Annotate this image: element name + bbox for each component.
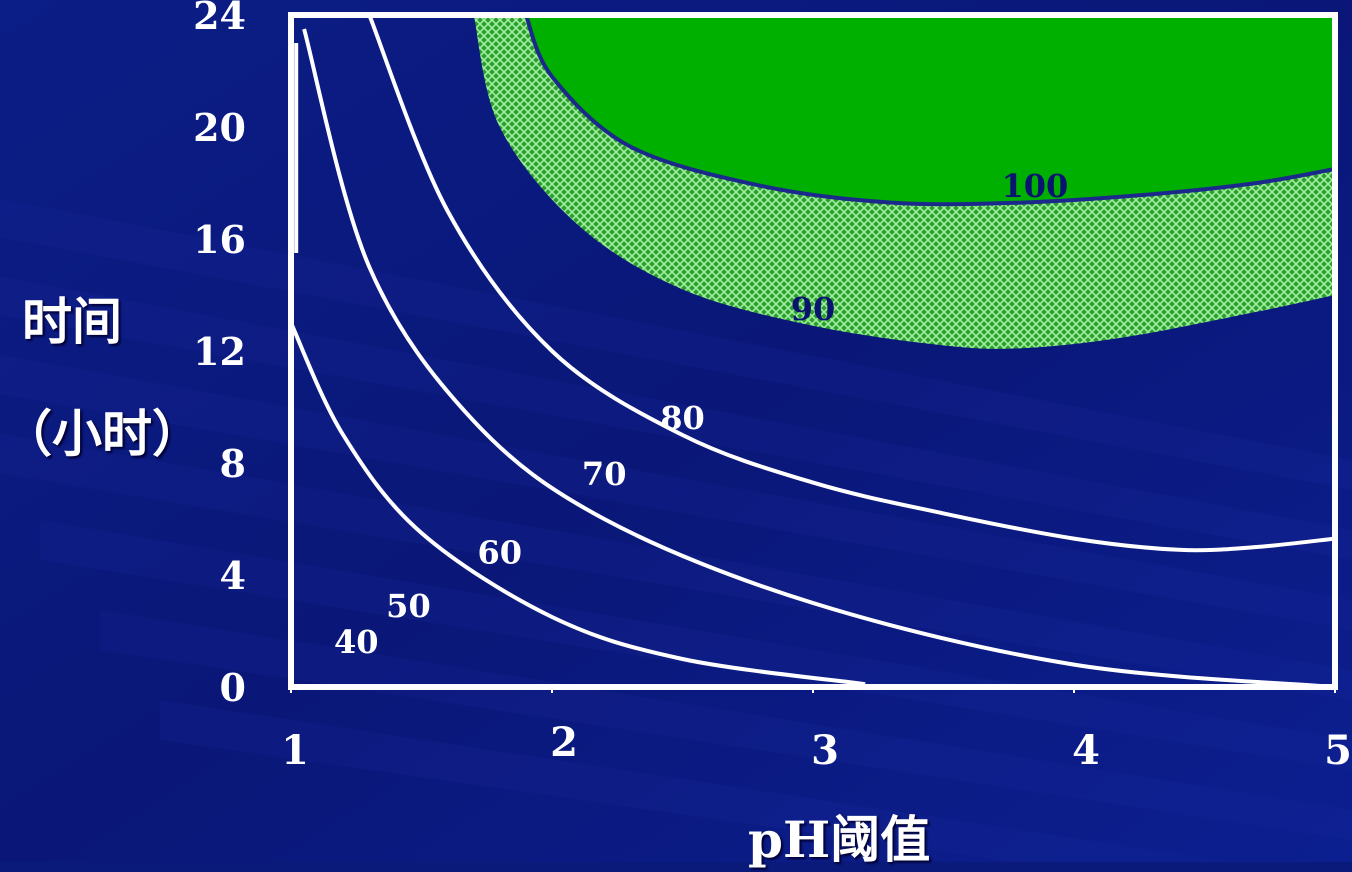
- contour-label-70: 70: [582, 455, 627, 493]
- background-stripe: [40, 520, 1352, 770]
- x-tick-label: 3: [811, 727, 839, 774]
- background-stripe: [160, 700, 1300, 872]
- x-tick-label: 5: [1324, 727, 1352, 774]
- contour-label-40: 40: [334, 623, 379, 661]
- y-tick-label: 0: [220, 665, 246, 710]
- region-100: [525, 15, 1335, 205]
- y-tick-label: 16: [193, 217, 246, 262]
- x-tick-label: 1: [281, 727, 309, 774]
- x-tick-label: 4: [1072, 727, 1100, 774]
- background-stripe: [100, 610, 1352, 840]
- contour-line-50: [291, 322, 866, 687]
- contour-label-60: 60: [478, 534, 523, 572]
- y-tick-label: 12: [193, 329, 246, 374]
- background-stripe: [0, 276, 1352, 560]
- y-tick-label: 8: [220, 441, 246, 486]
- background-stripe: [0, 433, 1352, 700]
- y-axis-label-line2: （小时）: [2, 405, 202, 463]
- contour-label-50: 50: [386, 587, 431, 625]
- contour-label-90: 90: [791, 290, 836, 328]
- contour-line-60: [302, 28, 1335, 687]
- y-tick-label: 20: [193, 105, 246, 150]
- contour-label-80: 80: [660, 399, 705, 437]
- y-axis-label-line1: 时间: [22, 293, 122, 351]
- y-tick-label: 24: [193, 0, 246, 38]
- x-tick-label: 2: [550, 719, 578, 766]
- plot-area: [291, 15, 1335, 687]
- x-axis-label: pH阈值: [748, 810, 931, 869]
- contour-line-70: [367, 15, 1335, 553]
- background-stripe: [0, 198, 1352, 490]
- contour-label-100: 100: [1001, 167, 1068, 205]
- y-tick-label: 4: [220, 553, 246, 598]
- contour-line-100: [524, 15, 1335, 207]
